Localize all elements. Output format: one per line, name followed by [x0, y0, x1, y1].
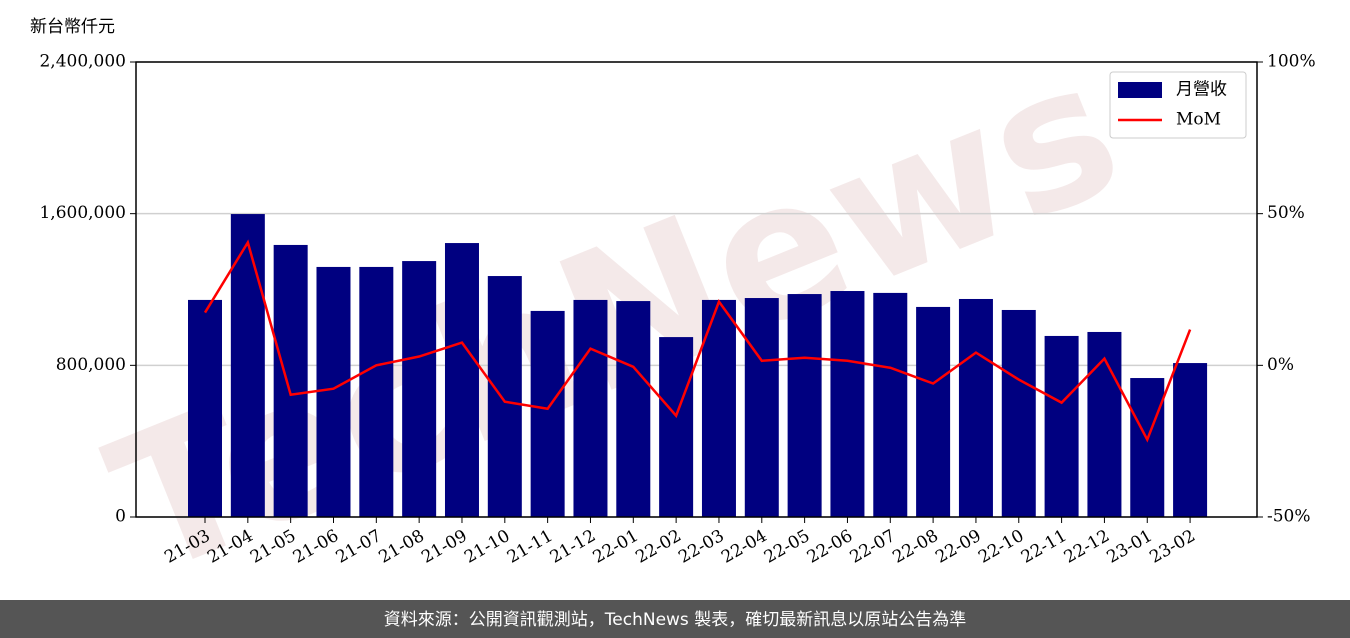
x-tick-label: 23-01 [1104, 526, 1156, 568]
bar [444, 243, 479, 518]
line [203, 239, 1192, 443]
bar [1001, 309, 1036, 517]
y-tick-label: 0 [115, 507, 126, 527]
bar [1130, 378, 1165, 517]
y2-tick-label: -50% [1267, 507, 1311, 527]
footer: 資料來源：公開資訊觀測站，TechNews 製表，確切最新訊息以原站公告為準 [384, 610, 966, 630]
legend-swatch [1118, 82, 1162, 98]
y2-tick-label: 50% [1267, 203, 1305, 223]
x-tick-label: 21-09 [418, 526, 470, 568]
bar [316, 266, 351, 517]
footer-band [0, 600, 1350, 638]
bar [573, 299, 608, 517]
bar [958, 298, 993, 517]
plot-frame [135, 61, 1258, 518]
y2-tick-label: 100% [1267, 52, 1316, 72]
y2-tick-label: 0% [1267, 355, 1294, 375]
bar [230, 214, 265, 517]
x-tick-label: 22-01 [590, 526, 642, 568]
bar [188, 299, 222, 517]
bar [1044, 335, 1079, 517]
bar [487, 276, 522, 517]
x-tick-label: 22-09 [932, 526, 984, 568]
x-tick-label: 22-05 [761, 526, 813, 568]
y-tick-label: 2,400,000 [39, 52, 126, 72]
x-tick-label: 22-07 [847, 526, 899, 568]
bar [701, 299, 736, 517]
x-tick-label: 22-12 [1061, 526, 1113, 568]
legend-label: MoM [1176, 110, 1221, 130]
y-tick-label: 1,600,000 [39, 203, 126, 223]
bar [916, 306, 951, 517]
x-tick-label: 21-10 [461, 526, 513, 568]
bar [830, 291, 865, 517]
bar [659, 337, 694, 517]
x-tick-label: 22-02 [632, 526, 684, 568]
bar [744, 298, 779, 517]
bar [616, 301, 651, 517]
x-tick-label: 22-03 [675, 526, 727, 568]
x-tick-label: 23-02 [1146, 526, 1198, 568]
bar [273, 244, 308, 517]
bar [530, 310, 565, 517]
x-tick-label: 22-10 [975, 526, 1027, 568]
legend-label: 月營收 [1176, 80, 1227, 100]
bar [787, 294, 822, 517]
x-tick-label: 21-11 [504, 526, 556, 568]
x-tick-label: 21-12 [547, 526, 599, 568]
bar [1173, 363, 1208, 517]
bar [359, 266, 394, 517]
y-tick-label: 800,000 [56, 355, 126, 375]
x-tick-label: 22-11 [1018, 526, 1070, 568]
bar [873, 292, 908, 517]
x-tick-label: 22-06 [804, 526, 856, 568]
bar [402, 261, 437, 517]
x-tick-label: 22-08 [889, 526, 941, 568]
x-tick-label: 21-08 [375, 526, 427, 568]
bar [1087, 331, 1122, 517]
y-axis-label: 新台幣仟元 [30, 17, 115, 37]
x-tick-label: 22-04 [718, 526, 770, 568]
